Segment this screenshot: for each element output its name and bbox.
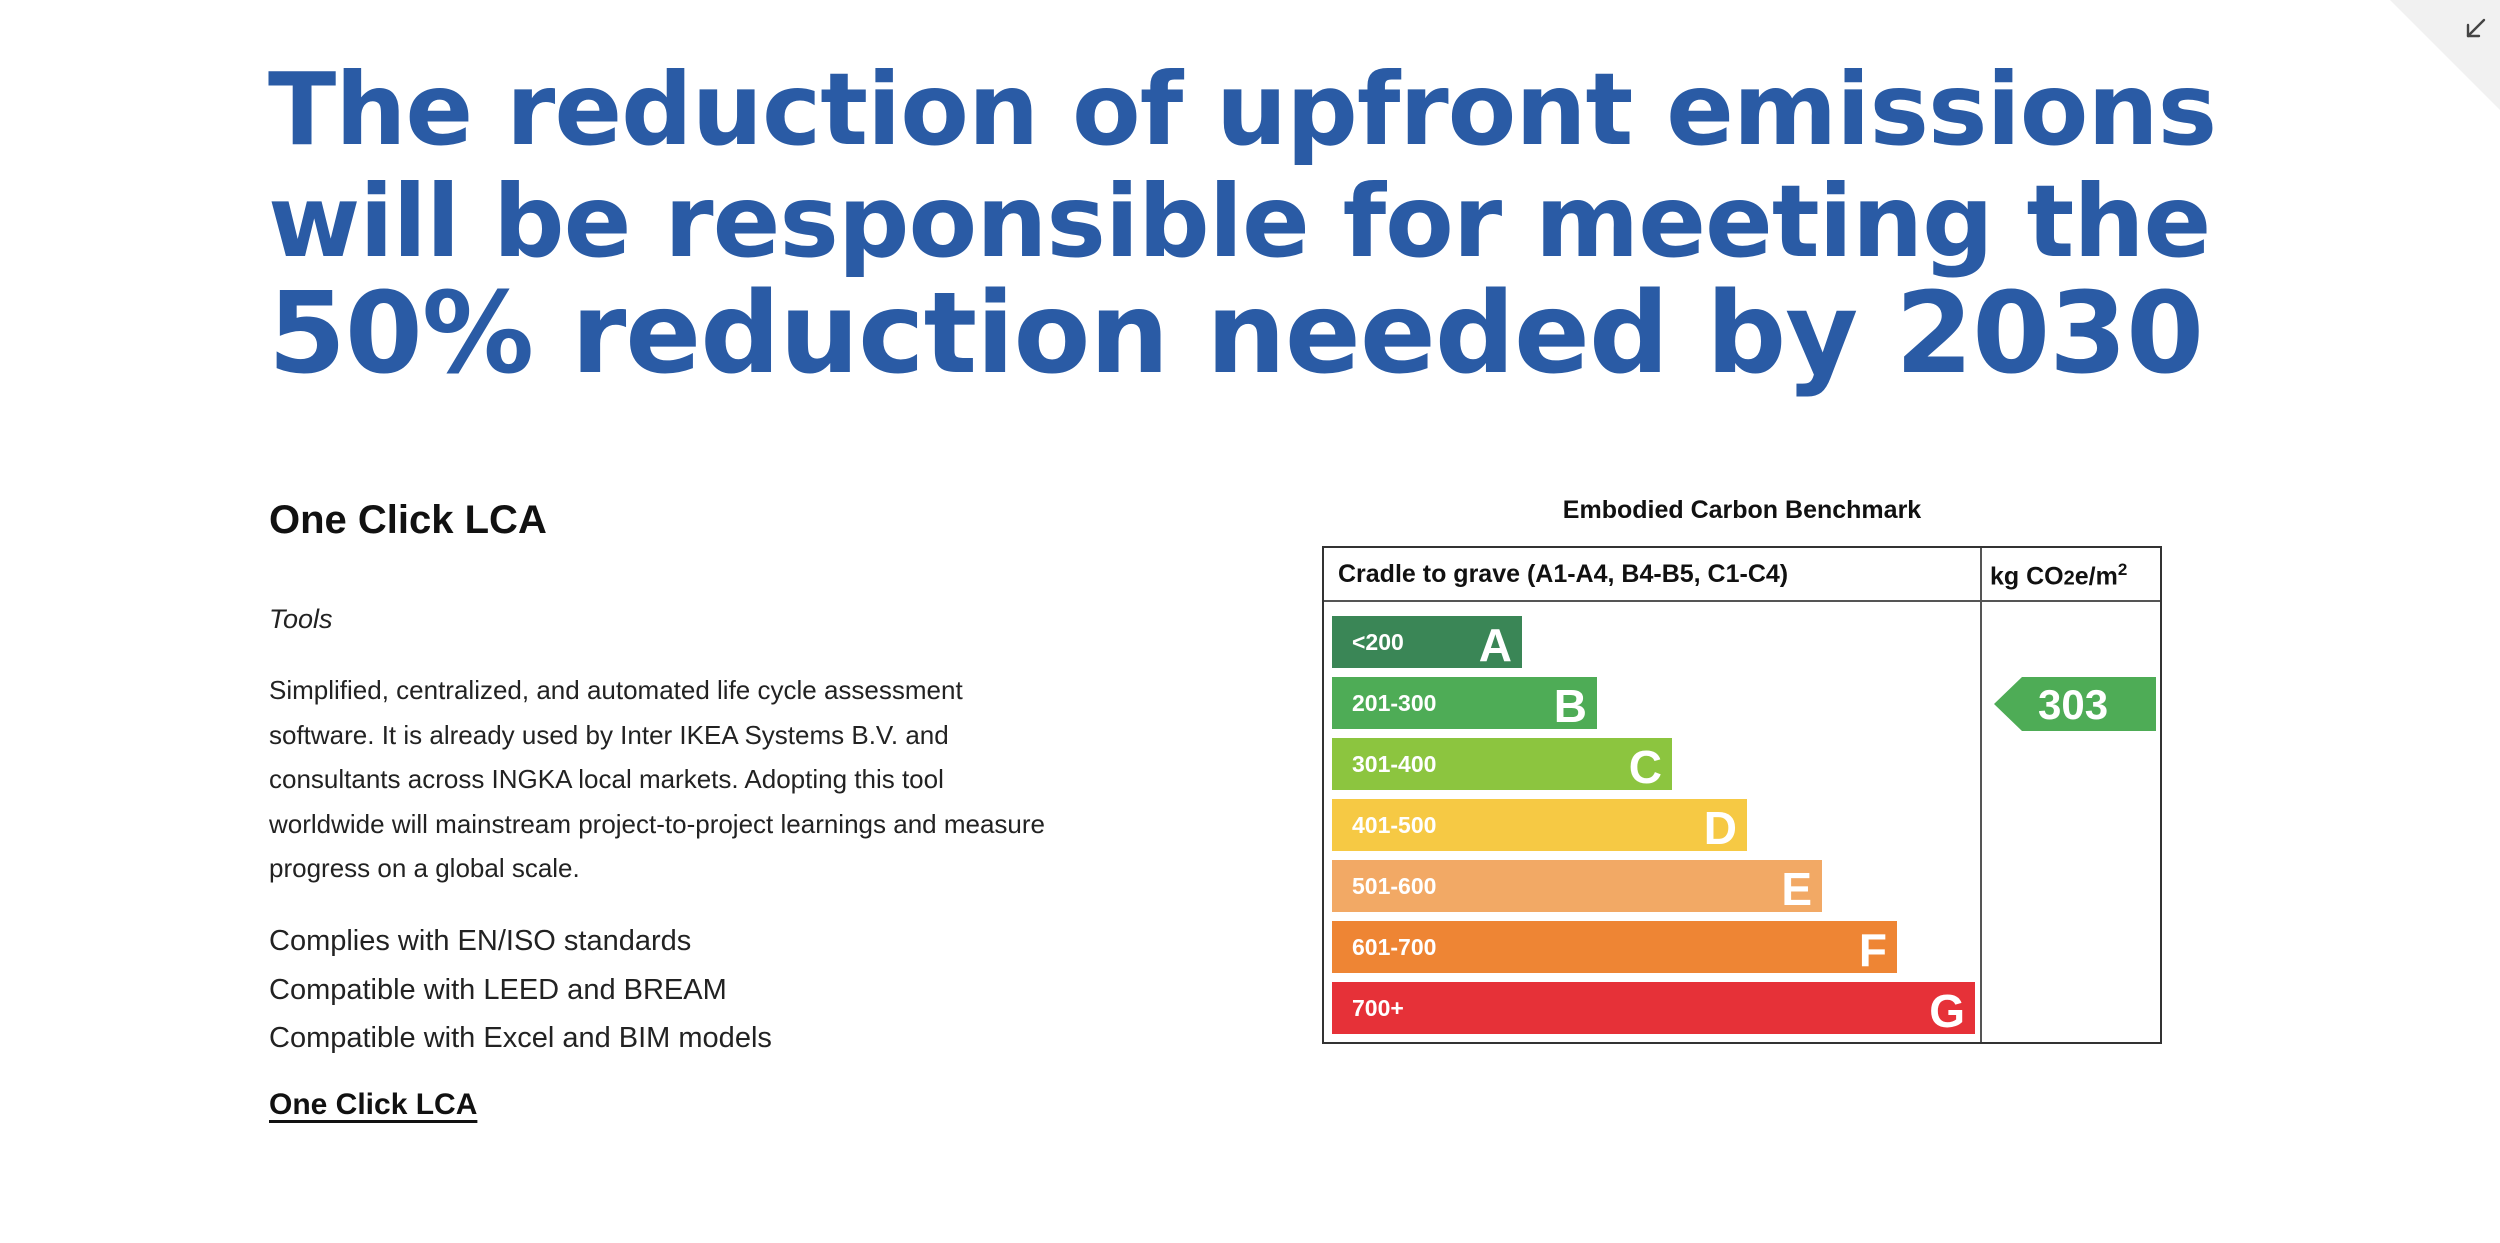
bar-d: 401-500 D	[1332, 799, 1747, 854]
bar-range-label: 201-300	[1352, 690, 1437, 716]
product-name: One Click LCA	[269, 498, 547, 542]
bar-c: 301-400 C	[1332, 738, 1672, 793]
chart-unit-label: kg CO2e/m2	[1990, 560, 2128, 591]
score-value: 303	[2038, 681, 2109, 728]
collapse-arrow-icon[interactable]	[2462, 16, 2488, 42]
bar-class-letter: F	[1858, 924, 1887, 976]
page-corner	[2390, 0, 2500, 110]
score-arrow-shape	[1994, 677, 2156, 731]
headline-line-3: 50% reduction needed by 2030	[268, 269, 2204, 399]
unit-superscript: 2	[2117, 560, 2128, 579]
chart-column-label: Cradle to grave (A1-A4, B4-B5, C1-C4)	[1338, 560, 1789, 588]
bar-e: 501-600 E	[1332, 860, 1822, 915]
bar-b: 201-300 B	[1332, 677, 1597, 732]
bar-class-letter: A	[1478, 619, 1512, 671]
product-description: Simplified, centralized, and automated l…	[269, 675, 1045, 883]
bar-range-label: 700+	[1352, 995, 1404, 1021]
score-arrow: 303	[1994, 677, 2156, 731]
feature-item: Compatible with Excel and BIM models	[269, 1022, 772, 1054]
feature-item: Complies with EN/ISO standards	[269, 925, 692, 957]
bar-range-label: 501-600	[1352, 873, 1437, 899]
product-link[interactable]: One Click LCA	[269, 1088, 478, 1121]
headline: The reduction of upfront emissions will …	[268, 51, 2268, 399]
bar-a: <200 A	[1332, 616, 1522, 671]
benchmark-chart: Cradle to grave (A1-A4, B4-B5, C1-C4) kg…	[1322, 546, 2162, 1044]
feature-list: Complies with EN/ISO standards Compatibl…	[269, 917, 772, 1063]
headline-line-2: will be responsible for meeting the	[268, 163, 2211, 280]
chart-header-row: Cradle to grave (A1-A4, B4-B5, C1-C4) kg…	[1324, 548, 2160, 602]
bar-range-label: 601-700	[1352, 934, 1437, 960]
feature-item: Compatible with LEED and BREAM	[269, 973, 727, 1006]
product-category: Tools	[269, 604, 333, 634]
bar-class-letter: B	[1553, 680, 1587, 732]
unit-subscript: 2	[2063, 567, 2075, 590]
chart-title: Embodied Carbon Benchmark	[1562, 496, 1922, 524]
chart-column-divider	[1980, 548, 1982, 1042]
bar-g: 700+ G	[1332, 982, 1975, 1037]
bar-range-label: 401-500	[1352, 812, 1437, 838]
headline-line-1: The reduction of upfront emissions	[268, 51, 2217, 168]
bar-f: 601-700 F	[1332, 921, 1897, 976]
bar-class-letter: C	[1628, 741, 1662, 793]
bar-class-letter: D	[1703, 802, 1737, 854]
bar-class-letter: G	[1929, 985, 1965, 1037]
bar-range-label: 301-400	[1352, 751, 1437, 777]
bar-range-label: <200	[1352, 629, 1404, 655]
bar-class-letter: E	[1781, 863, 1812, 915]
